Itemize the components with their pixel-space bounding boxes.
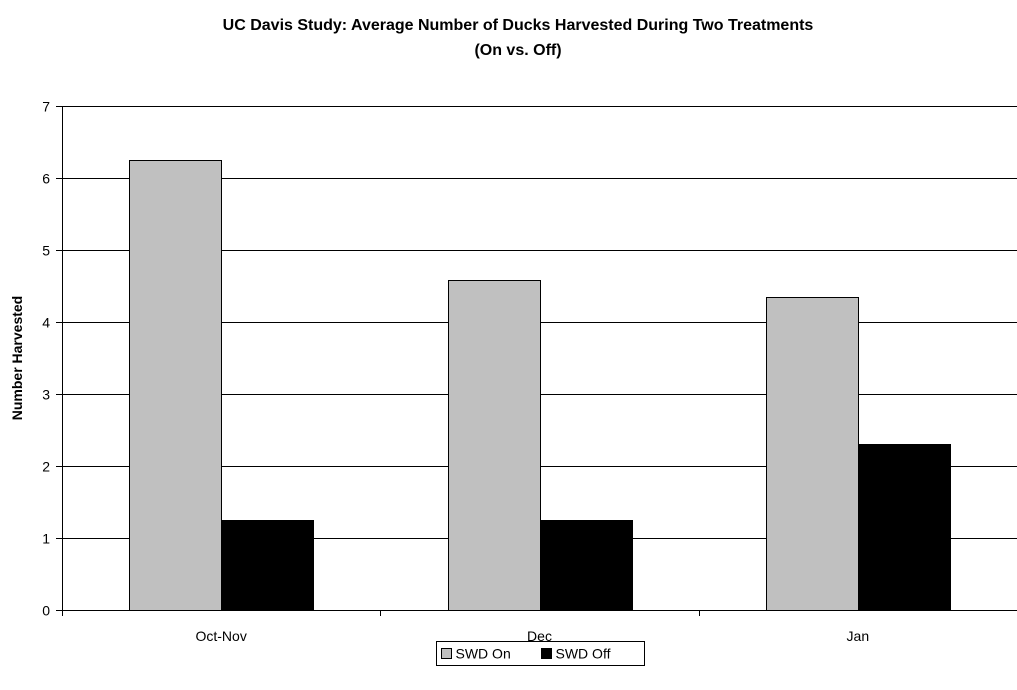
x-tick-label: Jan bbox=[847, 628, 870, 644]
y-tick-label: 6 bbox=[42, 171, 50, 187]
y-tick-label: 3 bbox=[42, 387, 50, 403]
legend-label: SWD Off bbox=[556, 646, 611, 662]
y-tick-label: 7 bbox=[42, 99, 50, 115]
bar-swd-off-jan bbox=[858, 444, 951, 611]
legend-box bbox=[436, 641, 645, 666]
y-tick-label: 4 bbox=[42, 315, 50, 331]
legend-label: SWD On bbox=[456, 646, 511, 662]
bar-swd-on-jan bbox=[766, 297, 859, 611]
x-tick-label: Dec bbox=[527, 628, 552, 644]
chart-subtitle: (On vs. Off) bbox=[474, 42, 561, 59]
bars bbox=[129, 160, 951, 611]
bar-swd-off-dec bbox=[540, 520, 633, 611]
bar-swd-off-oct-nov bbox=[221, 520, 314, 611]
legend: SWD On SWD Off bbox=[436, 641, 645, 666]
y-tick-label: 0 bbox=[42, 603, 50, 619]
bar-swd-on-oct-nov bbox=[129, 160, 222, 611]
axes: 0 1 2 3 4 5 6 7 Oct-Nov Dec Jan bbox=[42, 99, 1017, 644]
chart-title: UC Davis Study: Average Number of Ducks … bbox=[223, 17, 814, 34]
y-axis-label: Number Harvested bbox=[9, 296, 25, 421]
y-tick-label: 5 bbox=[42, 243, 50, 259]
legend-swatch bbox=[441, 648, 452, 659]
x-tick-label: Oct-Nov bbox=[195, 628, 246, 644]
y-tick-label: 2 bbox=[42, 459, 50, 475]
y-tick-label: 1 bbox=[42, 531, 50, 547]
bar-swd-on-dec bbox=[448, 280, 541, 611]
legend-swatch bbox=[541, 648, 552, 659]
